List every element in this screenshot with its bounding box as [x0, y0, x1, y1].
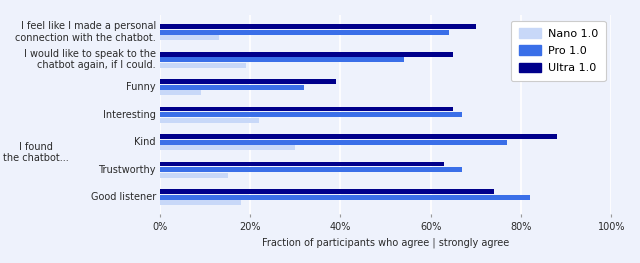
- X-axis label: Fraction of participants who agree | strongly agree: Fraction of participants who agree | str…: [262, 237, 509, 248]
- Bar: [160, 173, 228, 178]
- Bar: [160, 107, 453, 112]
- Bar: [160, 161, 444, 166]
- Bar: [160, 112, 462, 117]
- Bar: [160, 63, 246, 68]
- Bar: [160, 167, 462, 172]
- Bar: [160, 57, 404, 62]
- Bar: [160, 118, 259, 123]
- Bar: [160, 79, 336, 84]
- Bar: [160, 195, 530, 200]
- Bar: [160, 24, 476, 29]
- Text: I found
the chatbot...: I found the chatbot...: [3, 142, 69, 163]
- Bar: [160, 145, 295, 150]
- Bar: [160, 52, 453, 57]
- Bar: [160, 35, 219, 40]
- Bar: [160, 85, 305, 90]
- Bar: [160, 140, 508, 145]
- Legend: Nano 1.0, Pro 1.0, Ultra 1.0: Nano 1.0, Pro 1.0, Ultra 1.0: [511, 21, 605, 81]
- Bar: [160, 90, 200, 95]
- Bar: [160, 30, 449, 35]
- Bar: [160, 200, 241, 205]
- Bar: [160, 189, 494, 194]
- Bar: [160, 134, 557, 139]
